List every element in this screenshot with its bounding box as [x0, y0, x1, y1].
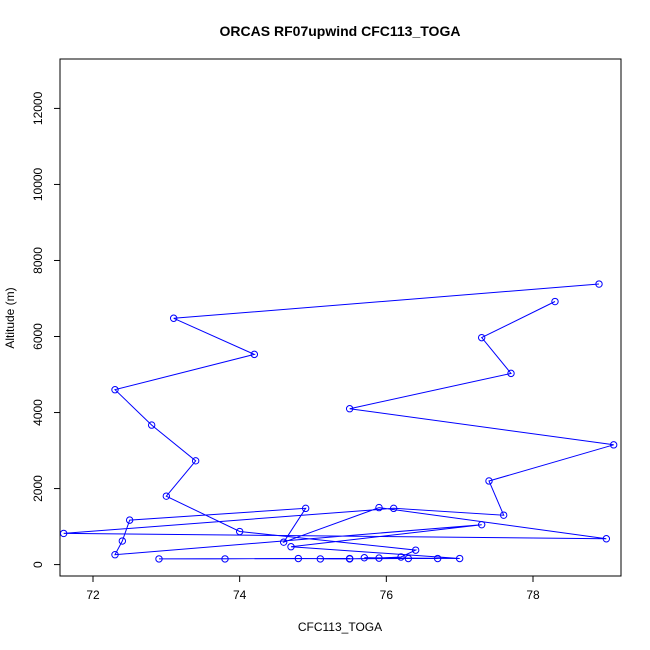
data-point — [433, 554, 442, 563]
y-tick-label: 2000 — [31, 475, 45, 502]
data-point — [411, 546, 420, 554]
data-point — [287, 543, 295, 551]
data-point — [477, 333, 486, 342]
data-point — [485, 477, 493, 485]
data-point — [162, 492, 171, 500]
y-tick-label: 8000 — [31, 247, 45, 274]
data-point — [316, 555, 325, 563]
plot-area — [59, 280, 618, 563]
y-tick-label: 0 — [31, 561, 45, 568]
data-point — [609, 441, 618, 449]
data-point — [118, 537, 127, 545]
chart-title: ORCAS RF07upwind CFC113_TOGA — [220, 23, 461, 39]
x-tick-label: 72 — [86, 588, 100, 602]
x-axis-label: CFC113_TOGA — [298, 620, 382, 634]
data-point — [125, 516, 134, 524]
data-point — [375, 503, 383, 512]
data-point — [499, 511, 508, 519]
data-point — [404, 554, 413, 563]
y-tick-label: 6000 — [31, 323, 45, 350]
data-point — [360, 554, 369, 562]
data-point — [602, 535, 611, 543]
data-point — [375, 554, 383, 562]
data-point — [235, 527, 244, 536]
y-tick-label: 10000 — [31, 167, 45, 201]
y-tick-label: 4000 — [31, 399, 45, 426]
data-point — [301, 504, 310, 513]
data-point — [294, 554, 303, 563]
data-point — [279, 538, 288, 546]
data-point — [147, 421, 156, 429]
data-point — [477, 520, 486, 529]
data-point — [111, 386, 119, 394]
x-tick-label: 78 — [526, 588, 540, 602]
data-point — [250, 350, 259, 359]
data-point — [595, 280, 603, 288]
y-tick-label: 12000 — [31, 91, 45, 125]
data-point — [397, 553, 405, 561]
data-point — [455, 554, 464, 563]
data-point — [191, 457, 200, 465]
data-point — [389, 504, 398, 513]
data-point — [111, 551, 119, 559]
data-point — [345, 405, 354, 413]
data-point — [551, 297, 559, 306]
data-point — [345, 554, 354, 563]
data-point — [221, 555, 229, 563]
series-line — [63, 283, 614, 560]
y-axis-label: Altitude (m) — [3, 287, 17, 348]
plot-frame — [59, 58, 622, 577]
x-tick-label: 76 — [380, 588, 394, 602]
x-axis: 72 74 76 78 — [86, 575, 540, 602]
data-point — [169, 314, 178, 322]
data-point — [507, 369, 515, 378]
x-tick-label: 74 — [233, 588, 247, 602]
y-axis: 0 2000 4000 6000 8000 10000 12000 — [31, 91, 61, 568]
data-point — [155, 555, 163, 563]
data-point — [59, 529, 68, 538]
